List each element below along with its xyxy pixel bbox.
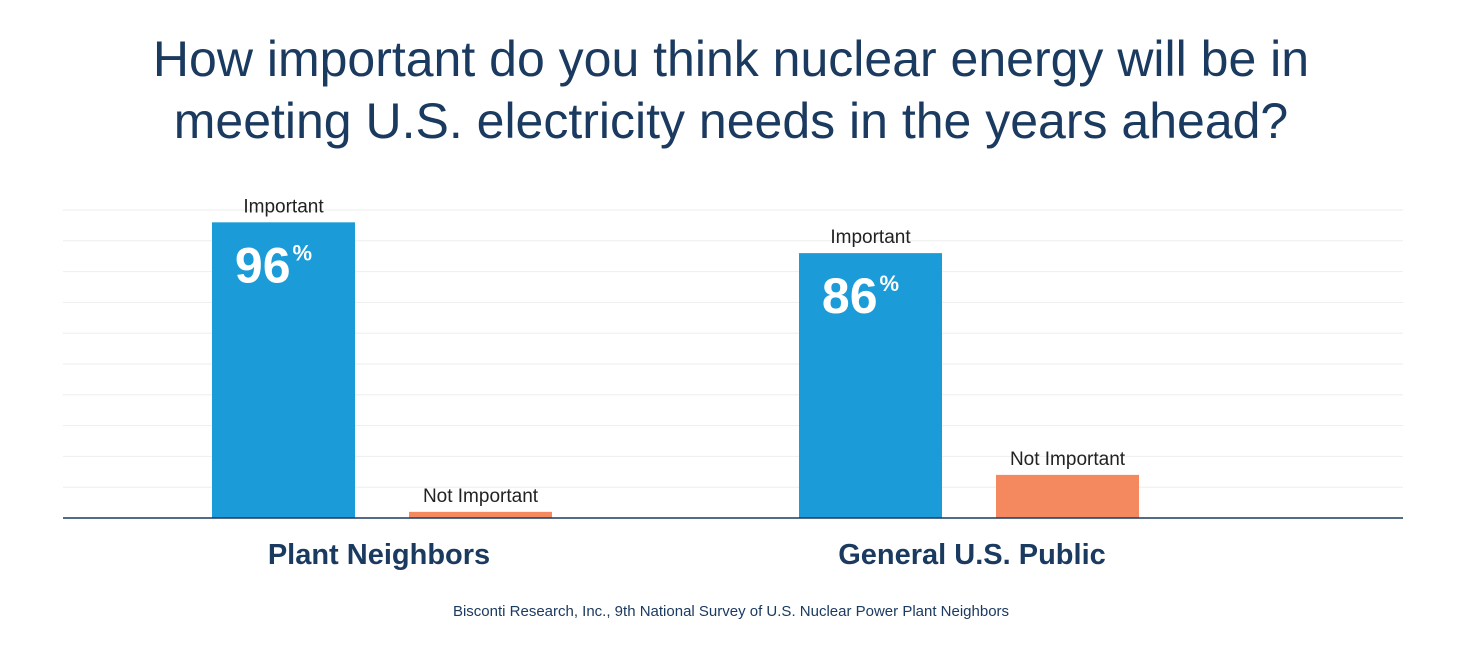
bar-important bbox=[212, 222, 355, 518]
bar-not-important bbox=[409, 511, 552, 518]
bar-series-label: Not Important bbox=[423, 486, 539, 507]
category-label: General U.S. Public bbox=[838, 539, 1106, 571]
labels: Plant Neighbors Important Not Important Gen… bbox=[235, 196, 1126, 571]
bars bbox=[212, 222, 1139, 518]
category-label: Plant Neighbors bbox=[268, 539, 490, 571]
bar-important bbox=[799, 253, 942, 518]
chart-title-line-1: How important do you think nuclear energ… bbox=[152, 31, 1310, 87]
bar-series-label: Important bbox=[243, 196, 324, 217]
chart-title-line-2: meeting U.S. electricity needs in the ye… bbox=[173, 93, 1289, 149]
bar-series-label: Not Important bbox=[1010, 449, 1126, 470]
bar-chart: Plant Neighbors Important Not Important Gen… bbox=[63, 196, 1403, 571]
bar-not-important bbox=[996, 474, 1139, 518]
chart-title: How important do you think nuclear energ… bbox=[0, 28, 1462, 152]
source-note: Bisconti Research, Inc., 9th National Su… bbox=[452, 603, 1010, 620]
percent-sign: % bbox=[293, 240, 313, 265]
value-label: 96% bbox=[235, 237, 312, 293]
bar-series-label: Important bbox=[830, 227, 911, 248]
percent-sign: % bbox=[880, 271, 900, 296]
